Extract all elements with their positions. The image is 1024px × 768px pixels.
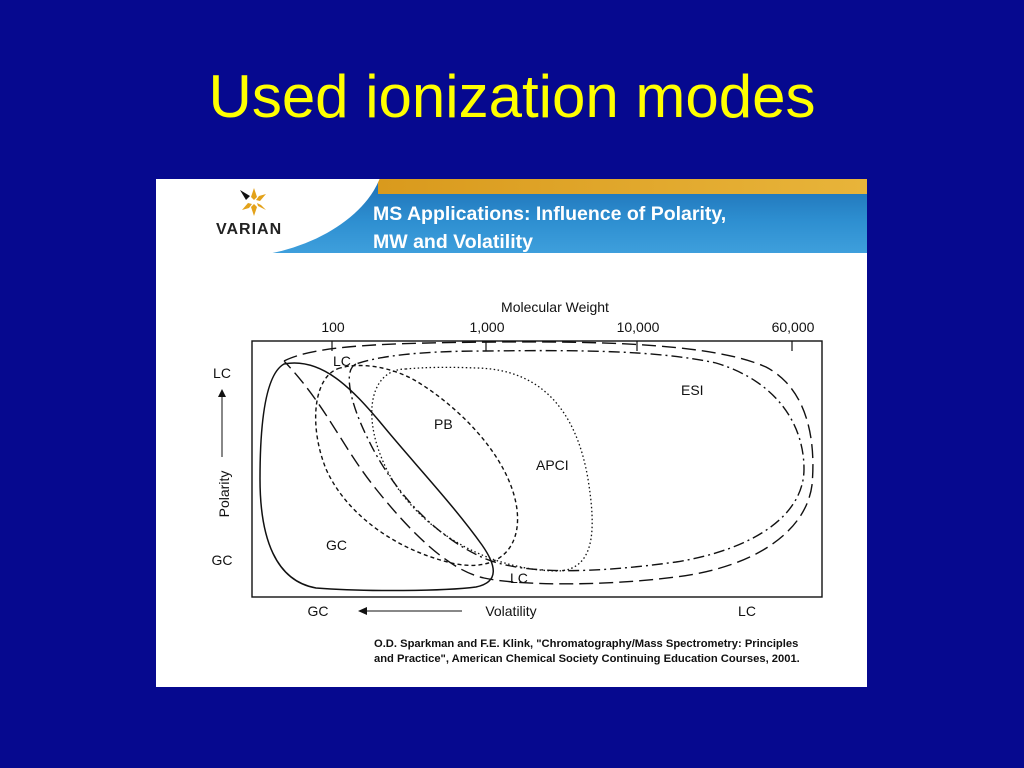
region-label-gc: GC (326, 537, 347, 553)
region-label-esi: ESI (681, 382, 704, 398)
banner-title: MS Applications: Influence of Polarity, … (373, 200, 853, 256)
volatility-arrow-head (358, 607, 367, 615)
lc-region (283, 341, 814, 585)
bottom-axis-right-label: LC (738, 603, 756, 619)
top-axis-tick-100: 100 (321, 319, 345, 335)
region-label-lc-top: LC (333, 353, 351, 369)
citation-line-2: and Practice", American Chemical Society… (374, 653, 800, 665)
bottom-axis-label: Volatility (485, 603, 536, 619)
bottom-axis-left-label: GC (308, 603, 329, 619)
top-axis-tick-marks (331, 341, 793, 351)
slide-title: Used ionization modes (208, 63, 816, 130)
region-label-pb: PB (434, 416, 453, 432)
varian-star-icon (240, 188, 266, 216)
top-axis-tick-10000: 10,000 (617, 319, 660, 335)
left-axis-bottom-label: GC (212, 552, 233, 568)
left-axis-top-label: LC (213, 365, 231, 381)
polarity-arrow-head (218, 389, 226, 397)
banner-gold-strip (378, 179, 867, 194)
top-axis-tick-60000: 60,000 (772, 319, 815, 335)
diagram-figure: VARIAN MS Applications: Influence of Pol… (156, 179, 867, 687)
gc-region (259, 362, 494, 592)
logo-text: VARIAN (216, 221, 283, 238)
citation-line-1: O.D. Sparkman and F.E. Klink, "Chromatog… (374, 638, 799, 650)
top-axis-label: Molecular Weight (501, 299, 609, 315)
plot-frame (251, 340, 823, 598)
apci-region (371, 366, 593, 572)
ionization-diagram: Molecular Weight 100 1,000 10,000 60,000… (212, 299, 823, 619)
banner-title-line-1: MS Applications: Influence of Polarity, (373, 203, 727, 225)
top-axis-tick-1000: 1,000 (469, 319, 504, 335)
pb-region (315, 364, 519, 567)
esi-region (348, 349, 805, 572)
region-label-lc-bottom: LC (510, 570, 528, 586)
banner-title-line-2: MW and Volatility (373, 231, 533, 253)
citation: O.D. Sparkman and F.E. Klink, "Chromatog… (374, 637, 854, 667)
region-label-apci: APCI (536, 457, 569, 473)
left-axis-label: Polarity (216, 471, 232, 518)
